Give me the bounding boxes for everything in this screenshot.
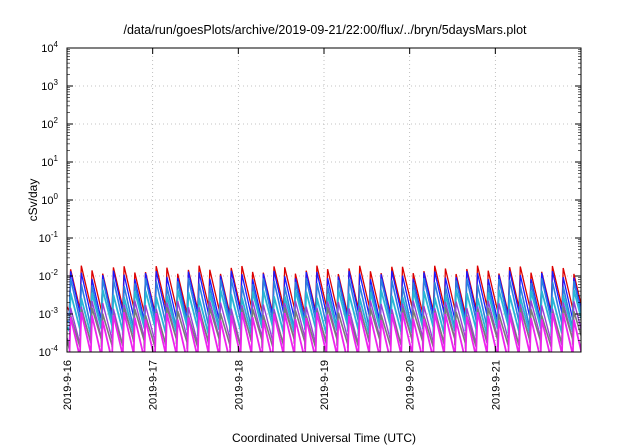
x-tick-label: 2019-9-18 bbox=[233, 360, 245, 410]
y-axis-label: cSv/day bbox=[26, 179, 40, 222]
y-tick-labels: 10-4 10-3 10-2 10-1 100 101 102 103 104 bbox=[39, 40, 59, 359]
y-tick-label: 103 bbox=[41, 78, 58, 93]
x-tick-label: 2019-9-19 bbox=[319, 360, 331, 410]
plot-series-group bbox=[67, 265, 581, 352]
y-tick-label: 102 bbox=[41, 116, 58, 131]
y-tick-label: 104 bbox=[41, 40, 58, 55]
x-tick-label: 2019-9-17 bbox=[148, 360, 160, 410]
chart-title: /data/run/goesPlots/archive/2019-09-21/2… bbox=[123, 23, 527, 37]
y-tick-label: 10-4 bbox=[39, 344, 59, 359]
grid-lines bbox=[67, 48, 581, 352]
y-tick-label: 101 bbox=[41, 154, 58, 169]
x-tick-label: 2019-9-21 bbox=[490, 360, 502, 410]
y-tick-label: 100 bbox=[41, 192, 58, 207]
y-tick-label: 10-3 bbox=[39, 306, 59, 321]
x-tick-label: 2019-9-16 bbox=[62, 360, 74, 410]
axis-ticks bbox=[66, 47, 581, 353]
y-tick-label: 10-1 bbox=[39, 230, 59, 245]
x-axis-label: Coordinated Universal Time (UTC) bbox=[232, 431, 416, 445]
y-tick-label: 10-2 bbox=[39, 268, 59, 283]
x-tick-labels: 2019-9-16 2019-9-17 2019-9-18 2019-9-19 2019… bbox=[62, 360, 502, 410]
x-tick-label: 2019-9-20 bbox=[405, 360, 417, 410]
